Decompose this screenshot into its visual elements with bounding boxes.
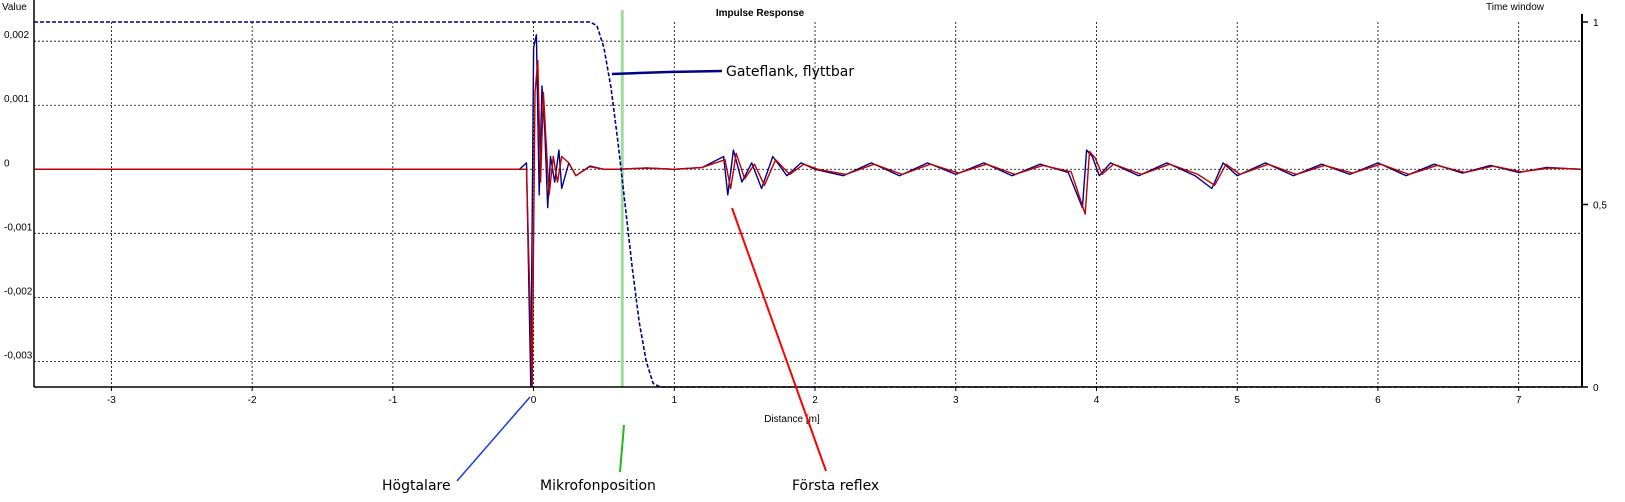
axes-frame [33,0,1583,388]
x-tick-label: 5 [1234,395,1240,406]
x-tick-label: -1 [388,395,397,406]
annotation-mikrofonposition: Mikrofonposition [540,478,656,494]
y-axis: 0,002 0,001 0 -0,001 -0,002 -0,003 [4,30,33,361]
annotation-gateflank: Gateflank, flyttbar [726,64,854,80]
y2-tick-label: 0,5 [1593,201,1607,212]
x-tick-label: 4 [1094,395,1100,406]
y-tick-label: 0,002 [4,30,29,41]
x-tick-label: -3 [107,395,116,406]
y-tick-label: 0,001 [4,94,29,105]
y-tick-label: 0 [4,158,10,169]
mikrofonposition-pointer [619,424,625,473]
y2-tick-label: 0 [1593,383,1599,394]
x-axis: -3 -2 -1 0 1 2 3 4 5 6 7 [107,387,1522,406]
x-tick-label: 3 [953,395,959,406]
secondary-y-axis: 10,50 [1582,18,1607,394]
y-axis-label: Value [2,2,27,13]
grid [34,22,1582,387]
annotations: Gateflank, flyttbar Högtalare Mikrofonpo… [382,64,879,494]
y-tick-label: -0,003 [4,350,33,361]
annotation-forsta-reflex: Första reflex [792,478,879,494]
gateflank-pointer-tail [667,69,723,74]
y-tick-label: -0,002 [4,286,33,297]
x-tick-label: 1 [672,395,678,406]
y2-tick-label: 1 [1593,18,1599,29]
hogtalare-pointer [456,396,531,482]
annotation-hogtalare: Högtalare [382,478,451,494]
x-tick-label: 6 [1375,395,1381,406]
x-tick-label: -2 [248,395,257,406]
forsta-reflex-pointer [731,207,827,472]
gateflank-pointer [611,70,669,76]
x-tick-label: 7 [1516,395,1522,406]
x-tick-label: 2 [812,395,818,406]
x-axis-label: Distance [m] [764,414,820,425]
x-tick-label: 0 [531,395,537,406]
impulse-series-blue [34,34,1583,388]
chart-title: Impulse Response [716,8,805,19]
y-tick-label: -0,001 [4,222,33,233]
y2-axis-label: Time window [1486,2,1545,13]
impulse-series-red [34,59,1583,388]
